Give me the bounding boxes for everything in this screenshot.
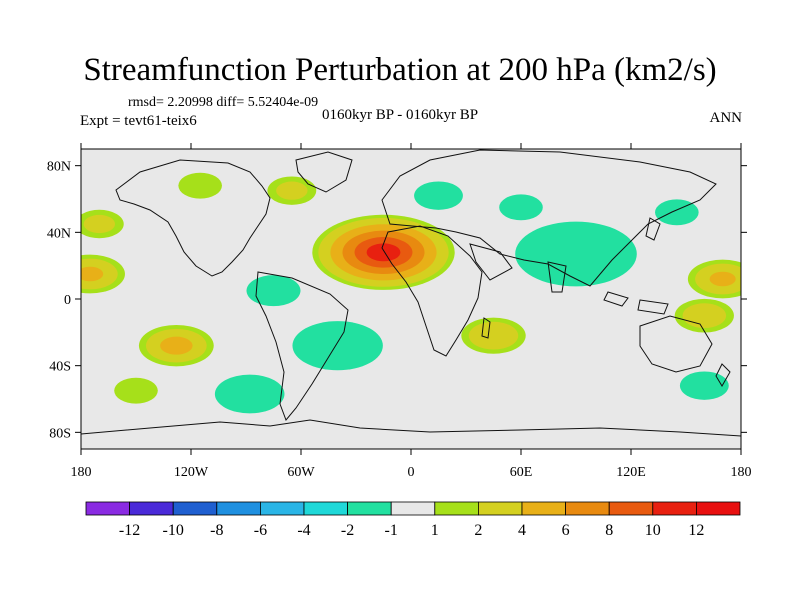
colorbar-label-0: -12 [119, 522, 140, 539]
colorbar-label-9: 4 [518, 522, 526, 539]
colorbar-label-3: -6 [254, 522, 267, 539]
colorbar-label-11: 8 [605, 522, 613, 539]
field-contour-12-level-2 [83, 214, 116, 234]
colorbar-box-13 [652, 501, 697, 516]
colorbar-box-12 [608, 501, 654, 516]
colorbar-box-10 [521, 501, 566, 516]
colorbar-label-13: 12 [688, 522, 704, 539]
colorbar: -12 -10 -8 -6 -4 -2 -1 1 2 4 6 8 10 12 [85, 501, 741, 539]
field-contour-3-level--1 [214, 374, 285, 414]
y-axis: 80N 40N 0 40S 80S [47, 160, 747, 441]
y-tick-label-0: 80N [47, 160, 71, 175]
colorbar-box-6 [347, 501, 392, 516]
field-contour-4-level-4 [160, 336, 193, 355]
colorbar-label-10: 6 [562, 522, 570, 539]
y-tick-label-2: 0 [64, 293, 71, 308]
chart-title: Streamfunction Perturbation at 200 hPa (… [83, 52, 717, 88]
field-contour-15-level--1 [246, 275, 301, 307]
streamfunction-field [81, 149, 741, 449]
field-contour-9-level-2 [682, 303, 727, 329]
x-tick-label-3: 0 [408, 465, 415, 480]
colorbar-box-4 [259, 501, 305, 516]
x-tick-label-2: 60W [287, 465, 315, 480]
field-contour-17-level--1 [499, 194, 543, 221]
x-tick-label-4: 60E [510, 465, 533, 480]
season-label: ANN [709, 110, 743, 126]
colorbar-box-1 [129, 501, 174, 516]
field-background [81, 149, 741, 449]
field-contour-0-level-10 [366, 243, 401, 262]
colorbar-label-4: -4 [297, 522, 310, 539]
x-tick-label-5: 120E [616, 465, 646, 480]
colorbar-box-7 [390, 501, 436, 516]
x-tick-label-6: 180 [731, 465, 752, 480]
field-contour-7-level-4 [81, 266, 104, 282]
field-contour-13-level-1 [114, 377, 158, 404]
field-contour-2-level--1 [292, 321, 383, 371]
coastlines [81, 149, 741, 437]
field-contour-16-level--1 [655, 199, 699, 226]
rmsd-diff-label: rmsd= 2.20998 diff= 5.52404e-09 [128, 95, 319, 110]
x-tick-label-0: 180 [71, 465, 92, 480]
y-tick-label-1: 40N [47, 226, 71, 241]
colorbar-box-3 [216, 501, 261, 516]
colorbar-box-0 [85, 501, 130, 516]
field-contour-14-level-1 [178, 172, 222, 199]
colorbar-box-2 [172, 501, 218, 516]
colorbar-label-1: -10 [163, 522, 184, 539]
colorbar-box-5 [303, 501, 348, 516]
field-contour-1-level--1 [515, 221, 637, 287]
y-tick-label-4: 80S [49, 426, 71, 441]
colorbar-box-9 [477, 501, 523, 516]
colorbar-box-11 [565, 501, 610, 516]
field-contour-8-level-2 [468, 321, 519, 350]
colorbar-label-8: 2 [474, 522, 482, 539]
experiment-label: Expt = tevt61-teix6 [80, 113, 197, 129]
colorbar-label-5: -2 [341, 522, 354, 539]
y-tick-label-3: 40S [49, 360, 71, 375]
colorbar-label-7: 1 [431, 522, 439, 539]
x-axis: 180 120W 60W 0 60E 120E 180 [71, 143, 752, 480]
field-contour-5-level--1 [679, 371, 729, 400]
field-contour-10-level--1 [414, 181, 463, 210]
field-contour-11-level-2 [276, 181, 308, 200]
colorbar-label-6: -1 [385, 522, 398, 539]
colorbar-label-2: -8 [210, 522, 223, 539]
field-contour-6-level-4 [709, 271, 736, 287]
period-label: 0160kyr BP - 0160kyr BP [322, 107, 479, 123]
colorbar-box-14 [696, 501, 741, 516]
x-tick-label-1: 120W [174, 465, 209, 480]
colorbar-label-12: 10 [645, 522, 661, 539]
colorbar-box-8 [434, 501, 479, 516]
